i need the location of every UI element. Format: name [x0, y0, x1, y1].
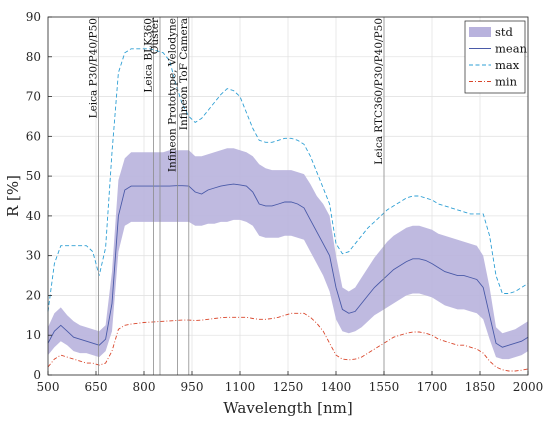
x-tick-label: 1850	[465, 380, 496, 394]
legend-label-min: min	[495, 75, 518, 89]
legend: std mean max min	[464, 20, 528, 94]
y-tick-label: 50	[26, 169, 41, 183]
x-tick-label: 1700	[417, 380, 448, 394]
std-band	[48, 148, 528, 360]
legend-label-std: std	[495, 25, 514, 39]
legend-swatch-std	[469, 27, 491, 37]
axis-ticks: 500 650 800 950 1100 1250 1400 1550 1700 1850 2000…	[26, 10, 544, 394]
x-tick-label: 1400	[321, 380, 352, 394]
y-tick-label: 10	[26, 328, 41, 342]
mean-line	[47, 183, 529, 348]
legend-label-max: max	[495, 58, 520, 72]
wavelength-marker-label: Leica BLK360	[143, 18, 155, 93]
series-lines	[47, 48, 529, 372]
x-tick-label: 1550	[369, 380, 400, 394]
y-tick-label: 90	[26, 10, 41, 24]
x-tick-label: 800	[133, 380, 156, 394]
x-axis-label: Wavelength [nm]	[223, 399, 352, 417]
x-tick-label: 950	[181, 380, 204, 394]
y-tick-label: 30	[26, 249, 41, 263]
wavelength-marker-label: Infineon Prototype, Velodyne	[167, 18, 179, 172]
y-tick-label: 0	[33, 368, 41, 382]
y-axis-label: R [%]	[4, 175, 22, 217]
y-tick-label: 20	[26, 288, 41, 302]
max-line	[47, 48, 529, 312]
std-band-layer	[48, 148, 528, 360]
x-tick-label: 500	[37, 380, 60, 394]
y-tick-label: 40	[26, 209, 41, 223]
x-tick-label: 1250	[273, 380, 304, 394]
y-tick-label: 80	[26, 50, 41, 64]
x-tick-label: 2000	[513, 380, 544, 394]
wavelength-marker-label: Leica RTC360/P30/P40/P50	[373, 18, 385, 165]
wavelength-marker-label: Ouster	[149, 17, 161, 54]
min-line	[47, 312, 529, 372]
wavelength-marker-label: Infineon ToF Camera	[178, 18, 190, 130]
y-tick-label: 70	[26, 90, 41, 104]
x-tick-label: 1100	[225, 380, 256, 394]
x-tick-label: 650	[85, 380, 108, 394]
wavelength-marker-label: Leica P30/P40/P50	[88, 18, 100, 118]
legend-label-mean: mean	[495, 42, 528, 56]
y-tick-label: 60	[26, 129, 41, 143]
